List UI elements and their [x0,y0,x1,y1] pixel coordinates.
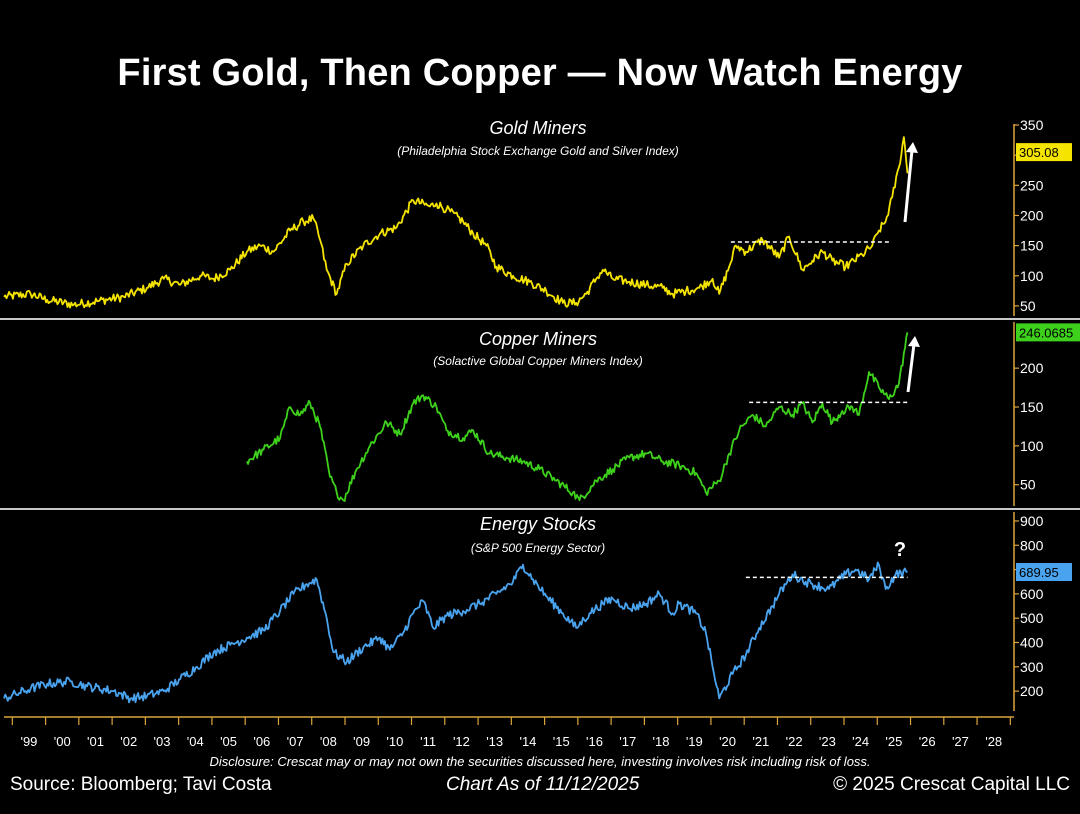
series-line-copper [246,332,909,502]
disclosure-text: Disclosure: Crescat may or may not own t… [209,754,871,769]
series-line-gold [3,136,909,309]
x-tick-label: '16 [586,734,603,749]
x-tick-label: '13 [486,734,503,749]
x-tick-label: '01 [87,734,104,749]
question-mark: ? [894,539,906,561]
y-tick-label: 800 [1020,537,1044,553]
source-text: Source: Bloomberg; Tavi Costa [10,774,272,795]
x-tick-label: '04 [187,734,204,749]
x-tick-label: '05 [220,734,237,749]
panel-copper: 50 100 150 200 Copper Miners (Solactive Globa… [0,322,1080,510]
last-value-badge [1016,323,1080,342]
x-tick-label: '26 [919,734,936,749]
last-value-label: 246.0685 [1019,325,1073,340]
y-tick-label: 50 [1020,298,1036,314]
y-tick-label: 50 [1020,477,1036,493]
x-tick-label: '28 [985,734,1002,749]
up-arrow-head-icon [906,142,918,153]
panel-gold: 50100150200250300350Gold Miners(Philadel… [0,117,1080,320]
x-tick-label: '19 [686,734,703,749]
panel-title: Gold Miners [489,118,586,138]
x-tick-label: '21 [752,734,769,749]
y-tick-label: 100 [1020,268,1044,284]
series-line-energy [3,561,908,704]
y-tick-label: 200 [1020,360,1044,376]
x-tick-label: '25 [885,734,902,749]
last-value-badge [1016,143,1072,162]
as-of-date: Chart As of 11/12/2025 [446,774,640,795]
x-tick-label: '06 [253,734,270,749]
panel-title: Energy Stocks [480,514,596,534]
y-tick-label: 100 [1020,438,1044,454]
x-tick-label: '11 [420,734,436,749]
x-tick-label: '99 [20,734,37,749]
last-value-label: 689.95 [1019,565,1059,580]
y-tick-label: 150 [1020,399,1044,415]
x-tick-label: '09 [353,734,370,749]
panel-subtitle: (Philadelphia Stock Exchange Gold and Si… [397,144,679,158]
y-tick-label: 200 [1020,207,1044,223]
x-tick-label: '22 [786,734,803,749]
y-tick-label: 250 [1020,177,1044,193]
last-value-badge [1016,563,1072,582]
up-arrow-icon [906,343,916,393]
y-tick-label: 300 [1020,659,1044,675]
x-axis: '99 '00 '01 '02 '03 '04 '05 '06 '07 '08 '09 '10 '11 '… [4,716,1014,749]
x-tick-label: '15 [553,734,570,749]
y-tick-label: 400 [1020,634,1044,650]
x-tick-label: '00 [54,734,71,749]
x-tick-label: '18 [653,734,670,749]
up-arrow-icon [903,149,914,223]
panel-title: Copper Miners [479,329,597,349]
x-tick-label: '27 [952,734,969,749]
panel-subtitle: (Solactive Global Copper Miners Index) [433,354,642,368]
x-tick-label: '08 [320,734,337,749]
x-tick-label: '02 [120,734,137,749]
panel-energy: 200300400500600700800900Energy Stocks(S&… [3,512,1072,711]
x-tick-label: '07 [287,734,304,749]
x-tick-label: '23 [819,734,836,749]
y-tick-label: 350 [1020,117,1044,133]
page-title: First Gold, Then Copper — Now Watch Ener… [117,52,963,94]
x-tick-label: '10 [386,734,403,749]
x-tick-label: '20 [719,734,736,749]
y-tick-label: 500 [1020,610,1044,626]
panel-subtitle: (S&P 500 Energy Sector) [471,541,605,555]
y-tick-label: 150 [1020,238,1044,254]
up-arrow-head-icon [908,336,920,347]
x-tick-label: '12 [453,734,470,749]
copyright-text: © 2025 Crescat Capital LLC [833,774,1070,795]
y-tick-label: 600 [1020,586,1044,602]
y-tick-label: 200 [1020,683,1044,699]
x-tick-label: '17 [619,734,636,749]
x-tick-label: '14 [519,734,536,749]
x-tick-label: '03 [154,734,171,749]
last-value-label: 305.08 [1019,145,1059,160]
y-tick-label: 900 [1020,513,1044,529]
x-tick-label: '24 [852,734,869,749]
